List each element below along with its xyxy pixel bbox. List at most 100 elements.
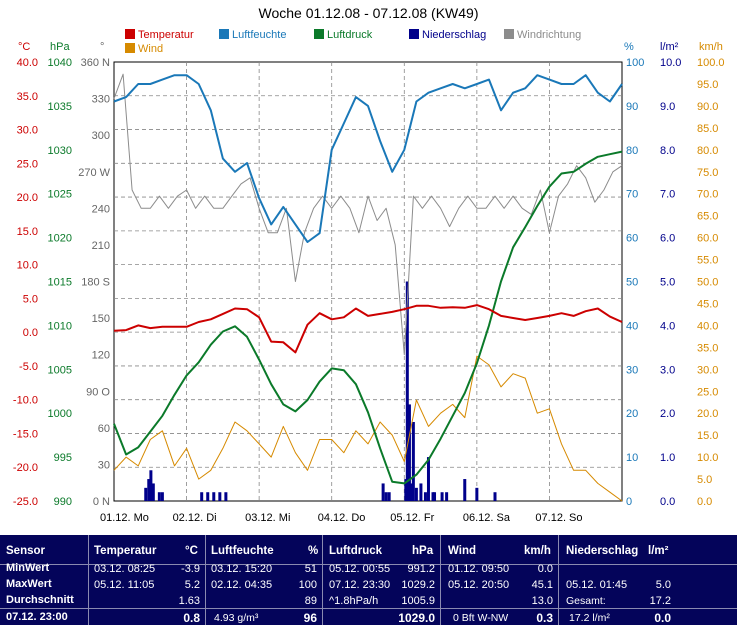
precip-bar — [218, 492, 222, 501]
precip-tick-label: 9.0 — [660, 101, 675, 113]
precip-tick-label: 8.0 — [660, 145, 675, 157]
legend-label: Windrichtung — [517, 29, 581, 41]
wind-tick-label: 65.0 — [697, 211, 718, 223]
wind-tick-label: 90.0 — [697, 101, 718, 113]
temp-current: 0.8 — [183, 611, 200, 625]
precip-bar — [426, 457, 430, 501]
precip-bar — [407, 404, 411, 501]
precip-bar — [475, 487, 479, 501]
winddir-tick-label: 360 N — [81, 57, 110, 69]
pressure-column: Luftdruck hPa 05.12. 00:55 991.2 07.12. … — [323, 535, 440, 625]
winddir-tick-label: 30 — [98, 459, 110, 471]
wind-header: Wind — [448, 545, 476, 557]
winddir-tick-label: 270 W — [78, 167, 110, 179]
precip-bar — [381, 483, 385, 501]
chart-canvas: 40.0 35.0 30.0 25.0 20.0 15.0 10.0 5.0 0.0 -5.0 -1… — [13, 29, 725, 524]
precip-tick-label: 3.0 — [660, 364, 675, 376]
legend-swatch — [504, 29, 514, 39]
x-tick-label: 05.12. Fr — [390, 512, 434, 524]
wind-min-time: 01.12. 09:50 — [448, 563, 510, 575]
pressure-tick-label: 1040 — [48, 57, 72, 69]
winddir-tick-label: 150 — [92, 313, 110, 325]
precip-bar — [387, 492, 391, 501]
wind-tick-label: 70.0 — [697, 189, 718, 201]
pressure-max-time: 07.12. 23:30 — [329, 579, 391, 591]
humidity-tick-label: 0 — [626, 496, 632, 508]
series-line-temperatur — [113, 304, 623, 354]
sensor-column: Sensor MinWert MaxWert Durchschnitt 07.1… — [0, 535, 88, 625]
temp-unit: °C — [185, 545, 198, 557]
temp-header: Temperatur — [94, 545, 157, 557]
pressure-tick-label: 1015 — [48, 277, 72, 289]
axis-unit: km/h — [699, 41, 723, 53]
temp-tick-label: 35.0 — [17, 91, 38, 103]
max-label: MaxWert — [6, 578, 52, 590]
humidity-tick-label: 100 — [626, 57, 644, 69]
precip-bar — [151, 483, 155, 501]
legend-swatch — [314, 29, 324, 39]
temp-tick-label: 10.0 — [17, 260, 38, 272]
x-tick-label: 02.12. Di — [173, 512, 217, 524]
humidity-current: 96 — [303, 611, 317, 625]
wind-tick-label: 10.0 — [697, 452, 718, 464]
winddir-tick-label: 120 — [92, 350, 110, 362]
precip-tick-label: 10.0 — [660, 57, 681, 69]
humidity-max-value: 100 — [298, 579, 317, 591]
humidity-tick-label: 50 — [626, 277, 638, 289]
precip-bar — [149, 470, 153, 501]
temp-tick-label: 20.0 — [17, 192, 38, 204]
wind-max-time: 05.12. 20:50 — [448, 579, 510, 591]
weather-chart: Woche 01.12.08 - 07.12.08 (KW49) 40.0 35.… — [13, 5, 725, 524]
precip-current: 0.0 — [654, 611, 671, 625]
humidity-max-time: 02.12. 04:35 — [211, 579, 273, 591]
winddir-tick-label: 240 — [92, 203, 110, 215]
pressure-max-value: 1029.2 — [401, 579, 435, 591]
humidity-min-value: 51 — [304, 563, 317, 575]
temp-tick-label: -20.0 — [13, 462, 38, 474]
wind-avg: 13.0 — [531, 595, 553, 607]
humidity-tick-label: 10 — [626, 452, 638, 464]
avg-label: Durchschnitt — [6, 594, 74, 606]
wind-tick-label: 55.0 — [697, 255, 718, 267]
wind-max-value: 45.1 — [531, 579, 553, 591]
precip-tick-label: 2.0 — [660, 408, 675, 420]
precip-bar — [147, 479, 151, 501]
humidity-absolute: 4.93 g/m³ — [214, 612, 259, 624]
wind-tick-label: 45.0 — [697, 298, 718, 310]
wind-tick-label: 80.0 — [697, 145, 718, 157]
winddir-tick-label: 210 — [92, 240, 110, 252]
wind-tick-label: 60.0 — [697, 233, 718, 245]
wind-tick-label: 35.0 — [697, 342, 718, 354]
x-tick-label: 03.12. Mi — [245, 512, 290, 524]
pressure-current: 1029.0 — [398, 611, 435, 625]
legend-label: Luftfeuchte — [232, 29, 286, 41]
legend-swatch — [125, 43, 135, 53]
pressure-min-time: 05.12. 00:55 — [329, 563, 391, 575]
precip-bar — [404, 479, 408, 501]
humidity-tick-label: 60 — [626, 233, 638, 245]
winddir-tick-label: 300 — [92, 130, 110, 142]
x-tick-label: 04.12. Do — [318, 512, 366, 524]
winddir-tick-label: 0 N — [93, 496, 110, 508]
pressure-trend: ^1.8hPa/h — [329, 595, 379, 607]
precip-bar — [384, 492, 388, 501]
wind-tick-label: 0.0 — [697, 496, 712, 508]
legend-swatch — [219, 29, 229, 39]
axis-unit: hPa — [50, 41, 70, 53]
x-tick-label: 06.12. Sa — [463, 512, 511, 524]
pressure-tick-label: 1030 — [48, 145, 72, 157]
wind-unit: km/h — [524, 545, 551, 557]
precip-bar — [423, 492, 427, 501]
precip-max-time: 05.12. 01:45 — [566, 579, 628, 591]
temp-tick-label: -10.0 — [13, 395, 38, 407]
precip-bar — [463, 479, 467, 501]
temp-max-time: 05.12. 11:05 — [94, 579, 155, 591]
plot-area — [113, 61, 623, 502]
series-line-windrichtung — [113, 73, 623, 356]
temp-tick-label: -5.0 — [19, 361, 38, 373]
temp-min-time: 03.12. 08:25 — [94, 563, 156, 575]
precip-tick-label: 4.0 — [660, 320, 675, 332]
pressure-tick-label: 1005 — [48, 364, 72, 376]
wind-tick-label: 75.0 — [697, 167, 718, 179]
series-line-wind — [113, 355, 623, 502]
